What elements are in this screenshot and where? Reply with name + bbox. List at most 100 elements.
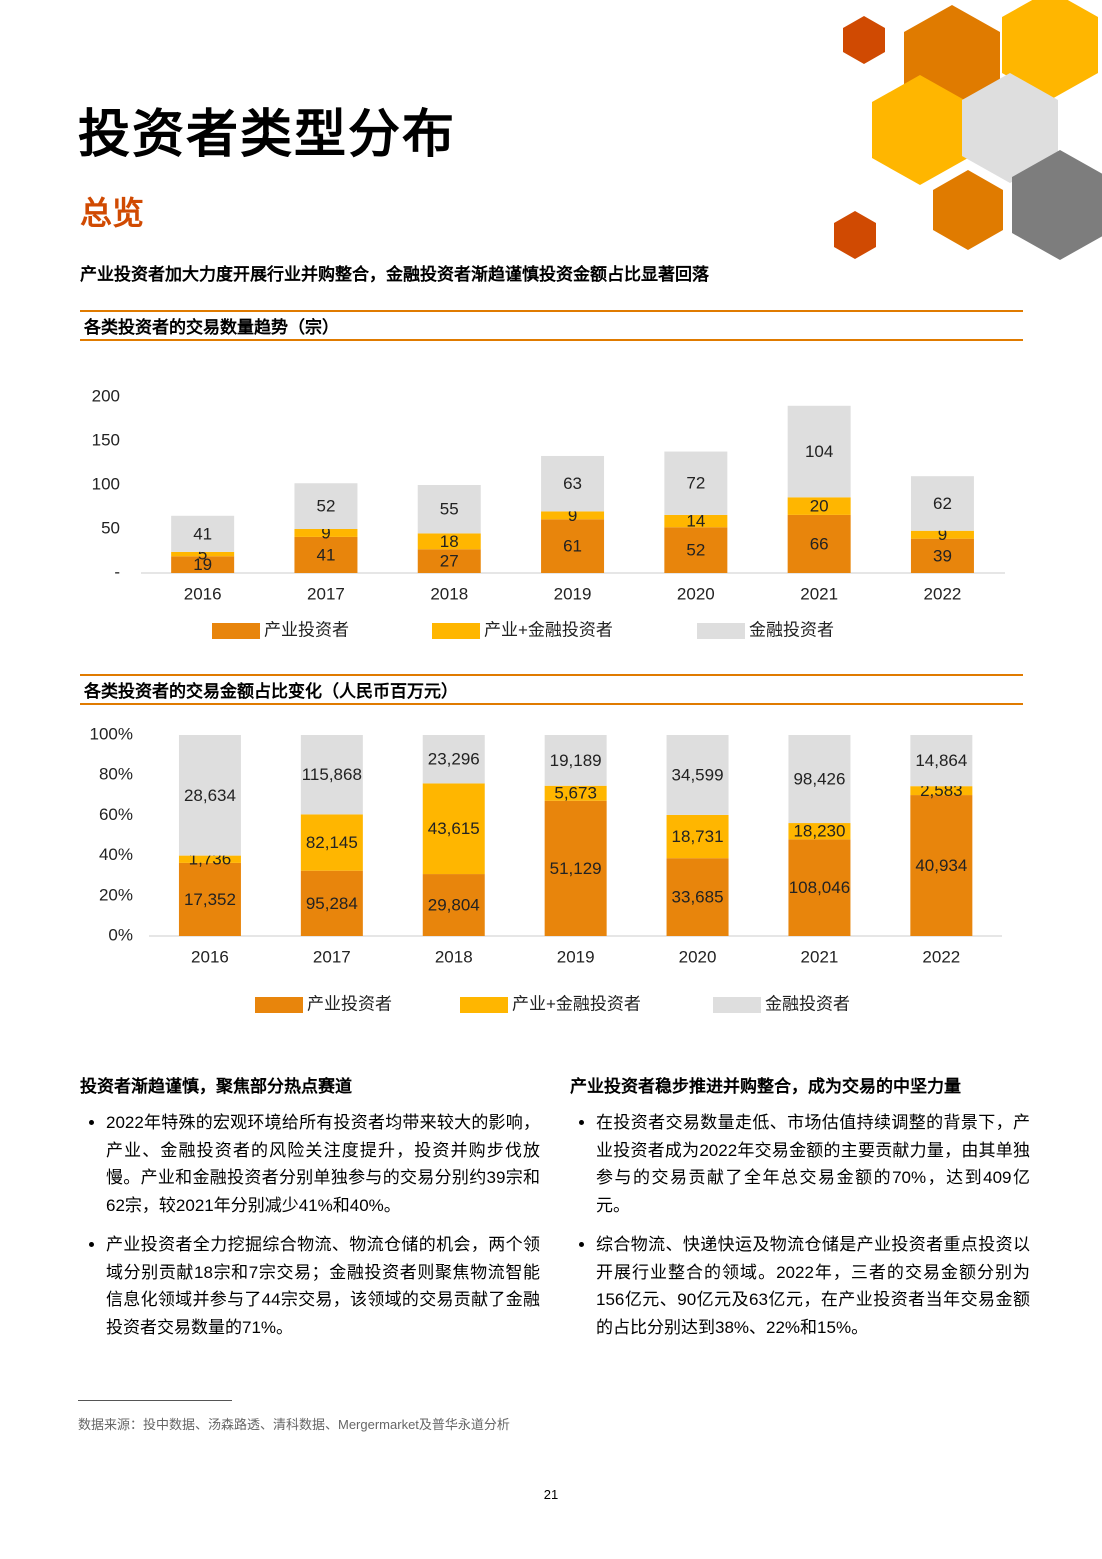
bar-segment <box>666 814 729 859</box>
data-label: 98,426 <box>793 770 845 789</box>
bar-segment <box>541 519 605 573</box>
x-tick-label: 2019 <box>557 947 595 966</box>
data-label: 9 <box>568 506 577 525</box>
bullet: 综合物流、快递快运及物流仓储是产业投资者重点投资以开展行业整合的领域。2022年… <box>596 1231 1030 1341</box>
bar-segment <box>422 783 485 875</box>
bar-segment <box>178 862 241 936</box>
bar-segment <box>171 556 235 573</box>
chart-title: 各类投资者的交易金额占比变化（人民币百万元） <box>80 674 1023 705</box>
bar-segment <box>787 514 851 573</box>
legend-swatch <box>460 997 508 1013</box>
legend-label: 金融投资者 <box>765 994 850 1013</box>
data-label: 115,868 <box>302 765 362 784</box>
y-tick-label: - <box>114 562 120 581</box>
data-label: 66 <box>810 534 829 553</box>
data-label: 104 <box>805 442 833 461</box>
legend-swatch <box>432 623 480 639</box>
legend-swatch <box>255 997 303 1013</box>
hexagon-decoration <box>834 0 1102 260</box>
data-label: 82,145 <box>306 833 358 852</box>
bar-segment <box>664 451 728 515</box>
data-label: 43,615 <box>428 819 480 838</box>
bar-segment <box>171 515 235 552</box>
data-label: 19,189 <box>550 751 602 770</box>
data-label: 52 <box>686 541 705 560</box>
section-title: 总览 <box>80 195 145 231</box>
bar-segment <box>910 530 974 539</box>
data-label: 5,673 <box>554 784 597 803</box>
data-label: 14,864 <box>915 751 967 770</box>
legend-label: 金融投资者 <box>749 620 834 639</box>
bar-segment <box>787 405 851 498</box>
legend-label: 产业+金融投资者 <box>484 620 613 639</box>
data-label: 20 <box>810 497 829 516</box>
data-label: 28,634 <box>184 786 236 805</box>
data-label: 72 <box>686 474 705 493</box>
page-title: 投资者类型分布 <box>78 106 457 164</box>
bar-segment <box>910 795 973 936</box>
bar-segment <box>294 529 358 537</box>
bar-segment <box>910 538 974 573</box>
x-tick-label: 2021 <box>800 584 838 603</box>
bar-segment <box>544 785 607 801</box>
bar-segment <box>788 735 851 824</box>
x-tick-label: 2017 <box>307 584 345 603</box>
text-column: 投资者渐趋谨慎，聚焦部分热点赛道 2022年特殊的宏观环境给所有投资者均带来较大… <box>80 1072 540 1353</box>
data-label: 14 <box>686 512 705 531</box>
bar-segment <box>910 786 973 796</box>
bar-segment <box>171 551 235 557</box>
x-tick-label: 2017 <box>313 947 351 966</box>
data-label: 41 <box>193 524 212 543</box>
x-tick-label: 2018 <box>430 584 468 603</box>
data-label: 63 <box>563 474 582 493</box>
page-number: 21 <box>543 1487 559 1502</box>
legend-label: 产业投资者 <box>264 620 349 639</box>
bar-segment <box>541 511 605 520</box>
data-label: 51,129 <box>550 859 602 878</box>
bullet: 在投资者交易数量走低、市场估值持续调整的背景下，产业投资者成为2022年交易金额… <box>596 1109 1030 1219</box>
y-tick-label: 200 <box>92 386 120 405</box>
bar-segment <box>541 455 605 512</box>
data-label: 5 <box>198 545 207 564</box>
data-label: 61 <box>563 537 582 556</box>
x-tick-label: 2019 <box>554 584 592 603</box>
data-label: 40,934 <box>915 856 967 875</box>
bullet: 2022年特殊的宏观环境给所有投资者均带来较大的影响，产业、金融投资者的风险关注… <box>106 1109 540 1219</box>
y-tick-label: 50 <box>101 518 120 537</box>
y-tick-label: 0% <box>108 925 133 944</box>
data-label: 95,284 <box>306 894 358 913</box>
data-label: 9 <box>321 523 330 542</box>
bar-segment <box>422 874 485 936</box>
x-tick-label: 2020 <box>679 947 717 966</box>
data-label: 41 <box>316 545 335 564</box>
x-tick-label: 2016 <box>184 584 222 603</box>
bar-segment <box>417 533 481 550</box>
bar-segment <box>294 536 358 573</box>
bar-segment <box>294 483 358 529</box>
x-tick-label: 2018 <box>435 947 473 966</box>
data-label: 52 <box>316 497 335 516</box>
bar-segment <box>417 485 481 534</box>
source-note: 数据来源：投中数据、汤森路透、清科数据、Mergermarket及普华永道分析 <box>78 1417 510 1432</box>
y-tick-label: 60% <box>99 805 133 824</box>
legend-swatch <box>212 623 260 639</box>
data-label: 62 <box>933 494 952 513</box>
data-label: 108,046 <box>789 878 850 897</box>
bar-segment <box>787 497 851 515</box>
data-label: 23,296 <box>428 750 480 769</box>
y-tick-label: 100 <box>92 474 120 493</box>
bar-segment <box>300 735 363 815</box>
bar-segment <box>788 823 851 840</box>
y-tick-label: 80% <box>99 765 133 784</box>
x-tick-label: 2016 <box>191 947 229 966</box>
bar-segment <box>544 735 607 786</box>
legend-label: 产业投资者 <box>307 994 392 1013</box>
bullet: 产业投资者全力挖掘综合物流、物流仓储的机会，两个领域分别贡献18宗和7宗交易；金… <box>106 1231 540 1341</box>
data-label: 18,230 <box>793 822 845 841</box>
data-label: 39 <box>933 546 952 565</box>
bar-segment <box>666 858 729 936</box>
bar-segment <box>300 814 363 871</box>
y-tick-label: 40% <box>99 845 133 864</box>
